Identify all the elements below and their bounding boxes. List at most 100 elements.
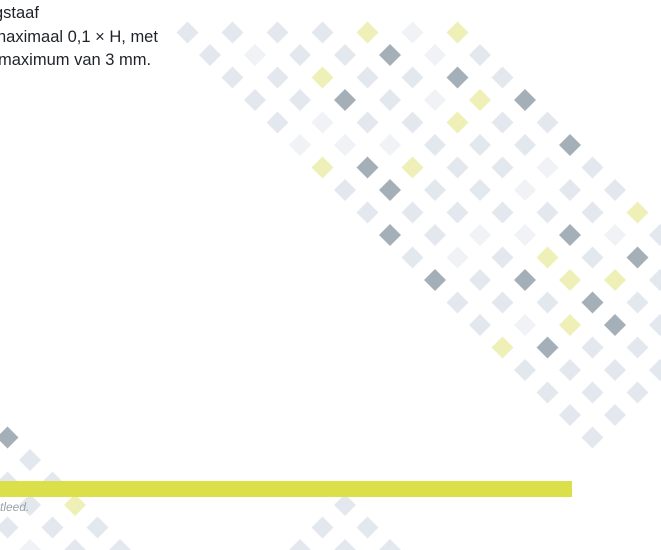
diamond-tile: [356, 21, 379, 44]
diamond-tile: [334, 89, 356, 111]
diamond-tile: [491, 291, 514, 314]
diamond-tile: [514, 224, 536, 246]
diamond-tile: [289, 539, 311, 550]
diamond-tile: [559, 359, 581, 381]
diamond-tile: [649, 269, 661, 291]
diamond-tile: [491, 336, 514, 359]
diamond-tile: [536, 201, 559, 224]
diamond-tile: [604, 179, 626, 201]
diamond-tile: [446, 201, 469, 224]
diamond-tile: [559, 179, 581, 201]
diamond-tile: [424, 179, 446, 201]
diamond-tile: [0, 426, 19, 449]
diamond-tile: [604, 224, 626, 246]
diamond-tile: [446, 66, 469, 89]
diamond-tile: [356, 66, 379, 89]
diamond-tile: [244, 44, 266, 66]
diamond-tile: [581, 426, 604, 449]
diamond-tile: [424, 224, 446, 246]
diamond-tile: [334, 44, 356, 66]
diamond-tile: [626, 246, 649, 269]
body-text-line: maximum van 3 mm.: [0, 51, 152, 69]
diamond-tile: [109, 539, 131, 550]
diamond-tile: [514, 269, 536, 291]
diamond-tile: [559, 314, 581, 336]
diamond-tile: [559, 269, 581, 291]
diamond-tile: [401, 111, 424, 134]
diamond-tile: [649, 224, 661, 246]
diamond-tile: [446, 111, 469, 134]
diamond-tile: [536, 111, 559, 134]
diamond-tile: [311, 66, 334, 89]
diamond-tile: [199, 44, 221, 66]
diamond-tile: [649, 359, 661, 381]
diamond-tile: [604, 269, 626, 291]
diamond-tile: [334, 539, 356, 550]
diamond-tile: [266, 66, 289, 89]
diamond-tile: [379, 44, 401, 66]
diamond-tile: [581, 291, 604, 314]
diamond-tile: [289, 134, 311, 156]
diamond-tile: [559, 404, 581, 426]
diamond-tile: [626, 336, 649, 359]
diamond-tile: [379, 179, 401, 201]
diamond-tile: [379, 89, 401, 111]
diamond-tile: [514, 359, 536, 381]
diamond-tile: [469, 44, 491, 66]
diamond-tile: [356, 156, 379, 179]
diamond-tile: [514, 179, 536, 201]
diamond-tile: [401, 156, 424, 179]
diamond-tile: [86, 516, 109, 539]
diamond-tile: [41, 516, 64, 539]
diamond-tile: [581, 246, 604, 269]
diamond-tile: [311, 111, 334, 134]
diamond-tile: [221, 21, 244, 44]
diamond-tile: [514, 89, 536, 111]
diamond-tile: [514, 134, 536, 156]
diamond-tile: [491, 156, 514, 179]
diamond-tile: [446, 246, 469, 269]
diamond-tile: [446, 291, 469, 314]
diamond-tile: [64, 539, 86, 550]
diamond-tile: [424, 134, 446, 156]
diamond-tile: [604, 359, 626, 381]
diamond-tile: [379, 224, 401, 246]
diamond-tile: [604, 314, 626, 336]
diamond-tile: [649, 314, 661, 336]
diamond-tile: [559, 224, 581, 246]
diamond-tile: [581, 336, 604, 359]
diamond-tile: [469, 134, 491, 156]
diamond-tile: [536, 246, 559, 269]
body-text-line: naximaal 0,1 × H, met: [0, 27, 158, 46]
diamond-tile: [334, 179, 356, 201]
diamond-tile: [469, 269, 491, 291]
diamond-tile: [401, 201, 424, 224]
diamond-tile: [356, 201, 379, 224]
diamond-tile: [536, 381, 559, 404]
diamond-tile: [491, 246, 514, 269]
diamond-tile: [289, 89, 311, 111]
diamond-tile: [581, 201, 604, 224]
diamond-tile: [559, 134, 581, 156]
diamond-tile: [379, 134, 401, 156]
diamond-tile: [244, 89, 266, 111]
diamond-tile: [536, 291, 559, 314]
diamond-tile: [0, 516, 19, 539]
body-text-line: gstaaf: [0, 4, 39, 22]
diamond-tile: [446, 156, 469, 179]
diamond-tile: [536, 156, 559, 179]
diamond-tile: [469, 89, 491, 111]
diamond-tile: [424, 89, 446, 111]
diamond-tile: [19, 449, 41, 471]
diamond-tile: [401, 21, 424, 44]
diamond-tile: [19, 539, 41, 550]
diamond-tile: [266, 111, 289, 134]
diamond-tile: [266, 21, 289, 44]
diamond-tile: [581, 381, 604, 404]
diamond-tile: [469, 314, 491, 336]
diamond-tile: [311, 156, 334, 179]
diamond-tile: [491, 66, 514, 89]
diamond-tile: [176, 21, 199, 44]
diamond-tile: [356, 111, 379, 134]
